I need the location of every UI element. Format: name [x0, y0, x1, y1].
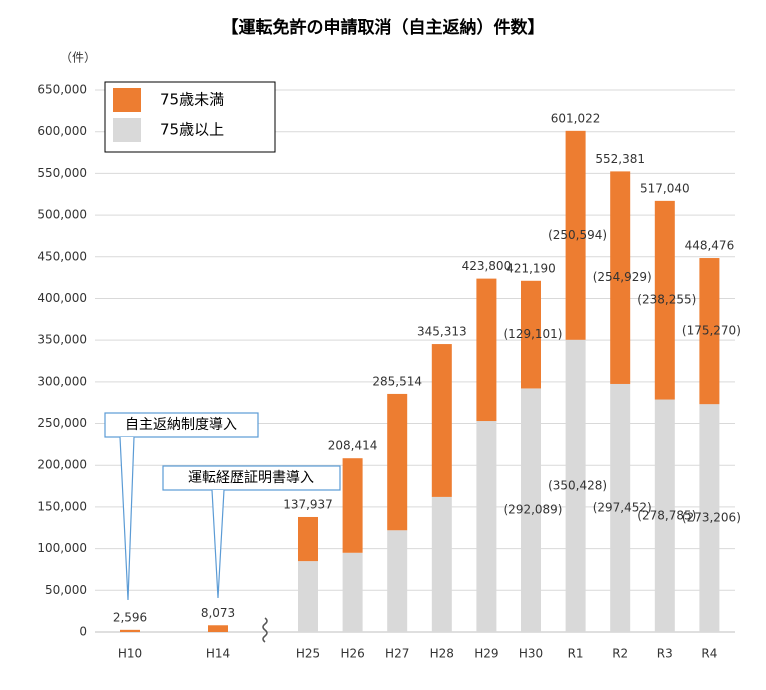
x-tick-label: R2	[612, 647, 628, 661]
total-label: 2,596	[113, 610, 147, 624]
y-tick-label: 500,000	[37, 208, 87, 222]
legend-label: 75歳以上	[160, 121, 224, 139]
segment-label: (297,452)	[593, 500, 652, 514]
bar-segment	[521, 280, 541, 389]
x-tick-label: H26	[340, 647, 364, 661]
bars	[120, 130, 720, 632]
legend-label: 75歳未満	[160, 91, 224, 109]
total-label: 552,381	[595, 152, 645, 166]
total-label: 8,073	[201, 606, 235, 620]
segment-label: (292,089)	[504, 503, 563, 517]
bar-segment	[476, 421, 497, 632]
bar-segment	[565, 130, 586, 340]
y-axis-label: （件）	[60, 51, 96, 65]
bar-segment	[699, 258, 720, 405]
bar-segment	[521, 388, 541, 632]
bar-segment	[120, 629, 140, 632]
segment-label: (273,206)	[682, 511, 741, 525]
total-label: 208,414	[328, 439, 378, 453]
y-tick-label: 250,000	[37, 416, 87, 430]
bar-segment	[342, 552, 363, 632]
segment-label: (250,594)	[548, 228, 607, 242]
total-label: 421,190	[506, 261, 556, 275]
bar-segment	[387, 393, 408, 531]
legend-swatch	[113, 88, 141, 112]
x-tick-label: H25	[296, 647, 320, 661]
annotation-1: 自主返納制度導入	[104, 412, 259, 601]
total-label: 601,022	[551, 111, 601, 125]
x-tick-label: R1	[568, 647, 584, 661]
bar-segment	[610, 171, 631, 384]
segment-label: (254,929)	[593, 270, 652, 284]
labels: H10 2,596 H14 8,073 H25 137,937 H26 208,414 H27 2…	[113, 111, 741, 660]
bar-segment	[565, 339, 586, 632]
total-label: 448,476	[685, 239, 735, 253]
total-label: 517,040	[640, 181, 690, 195]
legend: 75歳未満 75歳以上	[113, 88, 224, 142]
annotation-2: 運転経歴証明書導入	[162, 465, 341, 599]
y-tick-label: 200,000	[37, 458, 87, 472]
y-tick-label: 350,000	[37, 333, 87, 347]
x-tick-label: R4	[701, 647, 717, 661]
segment-label: (278,785)	[637, 508, 696, 522]
annotation-text: 自主返納制度導入	[125, 417, 237, 433]
y-tick-label: 300,000	[37, 374, 87, 388]
y-tick-label: 650,000	[37, 83, 87, 97]
total-label: 345,313	[417, 325, 467, 339]
bar-segment	[610, 383, 631, 632]
x-tick-label: R3	[657, 647, 673, 661]
legend-swatch	[113, 118, 141, 142]
x-tick-label: H27	[385, 647, 409, 661]
y-tick-label: 50,000	[45, 583, 87, 597]
bar-segment	[654, 399, 675, 632]
y-tick-label: 550,000	[37, 166, 87, 180]
y-tick-label: 0	[79, 625, 87, 639]
segment-label: (175,270)	[682, 324, 741, 338]
y-tick-label: 450,000	[37, 249, 87, 263]
bar-segment	[387, 530, 408, 632]
bar-segment	[699, 404, 720, 632]
bar-segment	[654, 200, 675, 400]
total-label: 285,514	[372, 374, 422, 388]
axis-break	[262, 617, 268, 643]
segment-label: (129,101)	[504, 327, 563, 341]
bar-segment	[298, 516, 318, 562]
callout-box	[104, 412, 259, 438]
grid: 0 50,000 100,000 150,000 200,000 250,000 300,0…	[37, 83, 735, 643]
y-tick-label: 400,000	[37, 291, 87, 305]
y-tick-label: 100,000	[37, 541, 87, 555]
y-tick-label: 600,000	[37, 124, 87, 138]
bar-segment	[208, 625, 228, 632]
callout-pointer	[119, 436, 135, 601]
bar-segment	[431, 496, 452, 632]
y-tick-label: 150,000	[37, 499, 87, 513]
x-tick-label: H29	[474, 647, 498, 661]
x-tick-label: H14	[206, 647, 230, 661]
annotation-text: 運転経歴証明書導入	[188, 470, 314, 486]
segment-label: (350,428)	[548, 478, 607, 492]
callout-pointer	[211, 489, 225, 599]
total-label: 137,937	[283, 497, 333, 511]
x-tick-label: H10	[118, 647, 142, 661]
x-tick-label: H28	[430, 647, 454, 661]
segment-label: (238,255)	[637, 293, 696, 307]
bar-segment	[342, 458, 363, 553]
chart-title: 【運転免許の申請取消（自主返納）件数】	[222, 17, 545, 38]
x-tick-label: H30	[519, 647, 543, 661]
total-label: 423,800	[462, 259, 512, 273]
callout-box	[162, 465, 341, 491]
bar-segment	[476, 278, 497, 422]
bar-segment	[298, 561, 318, 632]
bar-segment	[431, 344, 452, 497]
